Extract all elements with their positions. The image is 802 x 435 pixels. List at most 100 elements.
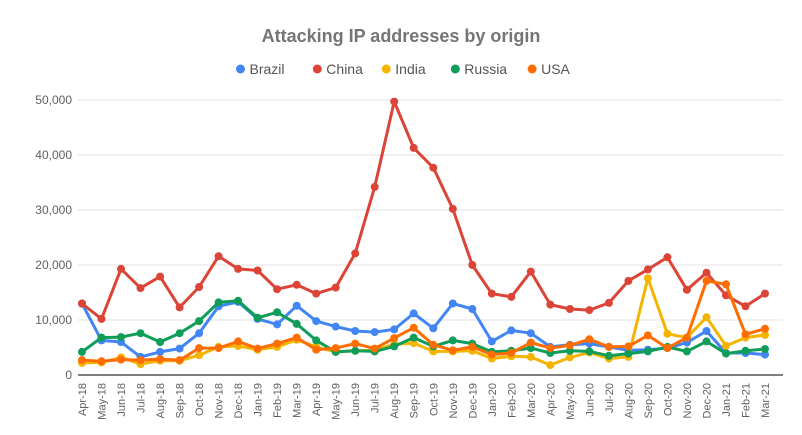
data-point-china [97, 314, 106, 323]
chart-title: Attacking IP addresses by origin [262, 26, 541, 46]
data-point-usa [761, 324, 769, 333]
data-point-russia [761, 345, 769, 354]
data-point-china [565, 305, 574, 313]
data-point-india [526, 352, 535, 361]
data-point-china [292, 280, 301, 289]
data-point-usa [624, 342, 633, 351]
data-point-china [312, 289, 321, 298]
data-point-russia [390, 342, 399, 351]
y-tick-label: 0 [65, 368, 72, 382]
data-point-china [175, 303, 184, 312]
legend-marker [312, 64, 322, 74]
data-point-russia [722, 349, 730, 358]
data-point-china [117, 264, 125, 273]
data-point-usa [487, 350, 496, 359]
x-tick-label: May-18 [97, 383, 109, 420]
legend-label: China [326, 61, 363, 77]
data-point-russia [604, 351, 613, 360]
data-point-usa [663, 344, 672, 353]
x-tick-label: Sep-20 [643, 383, 655, 418]
data-point-russia [175, 329, 184, 338]
data-point-russia [273, 308, 282, 317]
data-point-brazil [702, 327, 711, 335]
data-point-usa [741, 330, 750, 339]
data-point-usa [117, 355, 125, 364]
data-point-russia [351, 346, 360, 355]
data-point-usa [468, 342, 477, 351]
x-tick-label: Sep-18 [175, 383, 187, 418]
data-point-usa [585, 335, 594, 344]
data-point-china [643, 265, 652, 274]
data-point-russia [409, 333, 418, 342]
data-point-brazil [195, 329, 204, 338]
data-point-russia [448, 336, 457, 345]
x-tick-label: Sep-19 [409, 383, 421, 418]
data-point-china [585, 306, 594, 315]
series-china [78, 97, 769, 323]
data-point-russia [682, 347, 691, 356]
x-tick-label: Nov-20 [682, 383, 694, 418]
data-point-russia [97, 333, 106, 342]
data-point-russia [585, 347, 594, 356]
data-point-usa [682, 333, 691, 342]
data-point-usa [78, 356, 86, 365]
data-point-brazil [156, 347, 165, 356]
data-point-china [526, 267, 535, 276]
data-point-india [663, 329, 672, 338]
data-point-china [136, 284, 145, 293]
data-point-usa [195, 344, 204, 353]
x-tick-label: Dec-20 [701, 383, 713, 418]
x-tick-label: Jan-20 [487, 383, 499, 417]
legend-marker [527, 64, 537, 74]
series-usa [78, 276, 769, 366]
data-point-china [604, 298, 613, 307]
data-point-india [643, 274, 652, 283]
data-point-china [663, 253, 672, 262]
data-point-china [351, 249, 360, 258]
data-point-india [565, 353, 574, 362]
x-tick-label: Oct-20 [662, 383, 674, 416]
data-point-usa [214, 344, 223, 353]
data-point-usa [253, 344, 262, 353]
x-tick-label: Aug-18 [155, 383, 167, 418]
data-point-usa [643, 331, 652, 340]
legend-label: India [395, 61, 426, 77]
data-point-usa [97, 357, 106, 366]
x-tick-label: Apr-19 [311, 383, 323, 416]
data-point-usa [429, 340, 438, 349]
data-point-china [253, 266, 262, 275]
data-point-china [78, 299, 86, 308]
y-tick-label: 30,000 [35, 203, 72, 217]
data-point-russia [234, 296, 243, 305]
data-point-usa [409, 323, 418, 332]
x-tick-label: May-20 [565, 383, 577, 420]
data-point-india [761, 330, 769, 339]
x-axis-ticks: Apr-18 May-18 Jun-18 Jul-18 Aug-18 Sep-18 Oct-… [77, 383, 772, 420]
data-point-china [546, 300, 555, 309]
x-tick-label: Mar-20 [526, 383, 538, 418]
data-point-brazil [507, 326, 516, 335]
data-point-brazil [292, 301, 301, 310]
x-tick-label: May-19 [331, 383, 343, 420]
data-point-china [761, 289, 769, 298]
legend-item-india: India [381, 61, 426, 77]
data-point-india [546, 361, 555, 370]
data-point-india [409, 339, 418, 348]
legend-marker [381, 64, 391, 74]
x-tick-label: Jul-20 [604, 383, 616, 413]
data-point-china [156, 272, 165, 281]
x-tick-label: Oct-18 [194, 383, 206, 416]
data-point-usa [448, 346, 457, 355]
data-point-china [741, 302, 750, 311]
data-point-usa [390, 334, 399, 343]
data-point-usa [331, 344, 340, 353]
data-point-russia [292, 319, 301, 328]
data-point-usa [722, 280, 730, 289]
x-tick-label: Jun-18 [116, 383, 128, 417]
x-tick-label: Jun-19 [350, 383, 362, 417]
data-point-usa [175, 356, 184, 365]
data-point-china [507, 292, 516, 301]
data-point-usa [702, 276, 711, 285]
legend: Brazil China India Russia USA [236, 61, 571, 77]
x-tick-label: Jul-19 [370, 383, 382, 413]
